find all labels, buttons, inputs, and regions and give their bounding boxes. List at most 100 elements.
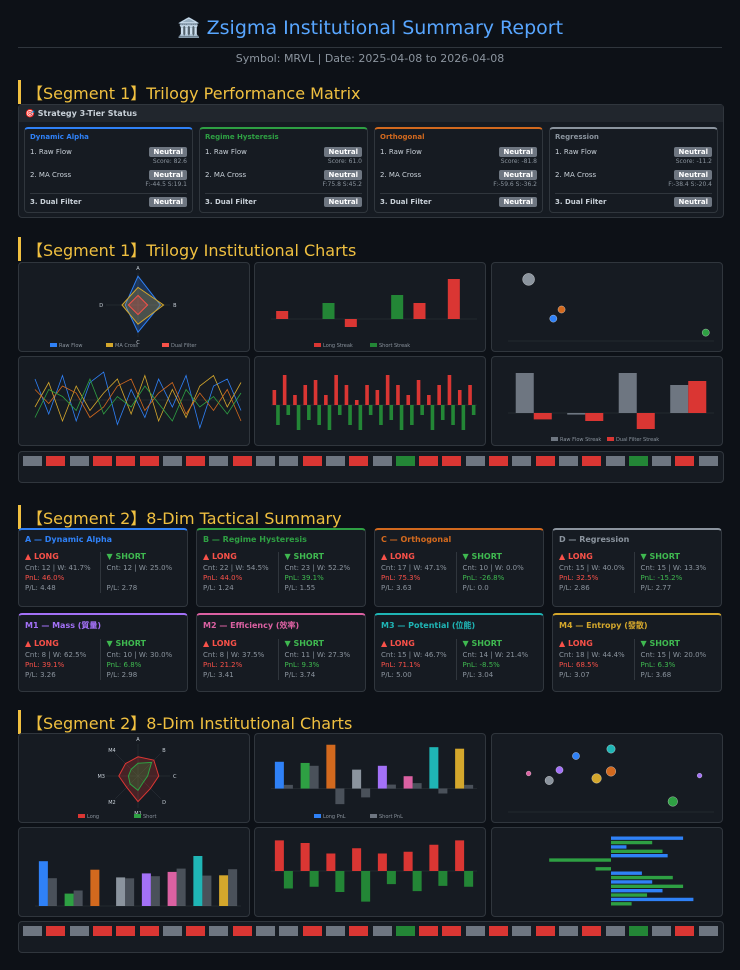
stat-line: Cnt: 14 | W: 21.4% [462, 651, 529, 659]
chart-panel: Long PnL Short PnL [254, 733, 486, 823]
stat-line: Cnt: 23 | W: 52.2% [284, 564, 351, 572]
short-column: ▼ SHORT Cnt: 15 | W: 13.3% PnL: -15.2% P/L:… [633, 552, 716, 593]
state-cell [605, 456, 625, 466]
row-label: 3. Dual Filter [30, 198, 82, 206]
row-label: 1. Raw Flow [555, 148, 597, 156]
legend-label: Short [143, 814, 156, 820]
axis-label: D [99, 303, 103, 309]
bar [300, 843, 310, 871]
status-badge: Neutral [674, 147, 712, 157]
bar [324, 395, 328, 405]
card-title: C — Orthogonal [381, 535, 452, 544]
row-sub: Score: 61.0 [327, 158, 362, 165]
bar [611, 854, 668, 858]
side-label: ▼ SHORT [640, 639, 680, 648]
card-title: M4 — Entropy (發散) [559, 621, 648, 630]
bar [455, 840, 465, 871]
state-cell [209, 456, 229, 466]
stat-line: P/L: 2.98 [106, 671, 138, 679]
bar [611, 849, 663, 853]
legend-label: Short PnL [379, 814, 403, 820]
bar [90, 869, 100, 906]
bar [202, 875, 212, 906]
stat-line: PnL: 71.1% [381, 661, 421, 669]
line [34, 371, 242, 430]
bar [307, 405, 311, 420]
bar [447, 279, 460, 319]
stat-line: PnL: 68.5% [559, 661, 599, 669]
side-label: ▼ SHORT [106, 552, 146, 561]
chart-panel [254, 356, 486, 446]
bar [352, 848, 362, 871]
bar [468, 385, 472, 405]
bar [286, 405, 291, 415]
state-cell [116, 926, 136, 936]
stat-line: Cnt: 10 | W: 0.0% [462, 564, 524, 572]
status-badge: Neutral [149, 170, 187, 180]
bar [141, 873, 151, 906]
long-column: ▲ LONG Cnt: 12 | W: 41.7% PnL: 46.0% P/L: 4… [25, 552, 100, 593]
bar [416, 380, 421, 405]
chart-panel [491, 827, 723, 917]
state-cell [652, 926, 672, 936]
state-cell [652, 456, 672, 466]
chart-panel [491, 733, 723, 823]
tactical-card: M3 — Potential (位能) ▲ LONG Cnt: 15 | W: 46… [374, 613, 544, 692]
row-label: 3. Dual Filter [380, 198, 432, 206]
grid-line [137, 753, 161, 777]
axis-label: B [162, 748, 166, 754]
stat-line: PnL: -26.8% [462, 574, 505, 582]
stat-line: Cnt: 18 | W: 44.4% [559, 651, 625, 659]
bar [611, 889, 663, 893]
state-cell [605, 926, 625, 936]
bar [344, 385, 349, 405]
state-cell [419, 456, 439, 466]
stat-line: P/L: 2.78 [106, 584, 138, 592]
bar [412, 871, 422, 892]
point [557, 305, 566, 314]
section-title: 【Segment 1】Trilogy Institutional Charts [18, 237, 356, 261]
bar [335, 788, 345, 805]
bar [167, 871, 177, 906]
bar [335, 871, 345, 892]
state-cell [46, 456, 66, 466]
point [697, 773, 703, 779]
side-label: ▼ SHORT [640, 552, 680, 561]
chart [35, 856, 241, 907]
stat-line: PnL: 75.3% [381, 574, 421, 582]
point [667, 796, 678, 807]
bar [377, 765, 387, 789]
row-label: 2. MA Cross [380, 171, 422, 179]
bar [611, 836, 684, 840]
bar [193, 856, 203, 906]
axis-label: M1 [134, 811, 142, 817]
state-cell [698, 456, 718, 466]
bar [272, 390, 277, 405]
axis-label: M3 [97, 774, 105, 780]
bar [337, 405, 342, 415]
state-cell [512, 456, 532, 466]
chart-panel: Long Streak Short Streak [254, 262, 486, 352]
state-cell [69, 456, 89, 466]
bar [688, 381, 707, 413]
legend-label: Dual Filter [171, 343, 197, 349]
bar [361, 871, 371, 902]
status-row: 2. MA Cross Neutral [555, 170, 712, 180]
legend-label: Long PnL [323, 814, 346, 820]
chart [549, 836, 694, 906]
legend-label: Dual Filter Streak [616, 437, 659, 443]
axis-label: A [136, 266, 140, 272]
stat-line: P/L: 3.26 [25, 671, 56, 679]
status-badge: Neutral [499, 147, 537, 157]
bar [176, 868, 186, 906]
legend-swatch [106, 343, 113, 347]
state-cell [582, 926, 602, 936]
state-cell [92, 456, 112, 466]
stat-line: Cnt: 8 | W: 62.5% [25, 651, 87, 659]
row-label: 3. Dual Filter [555, 198, 607, 206]
bar [322, 303, 335, 319]
state-cell [116, 456, 136, 466]
chart-panel [18, 827, 250, 917]
bar [300, 762, 310, 789]
status-panel: 🎯 Strategy 3-Tier Status Dynamic Alpha 1.… [18, 104, 724, 218]
